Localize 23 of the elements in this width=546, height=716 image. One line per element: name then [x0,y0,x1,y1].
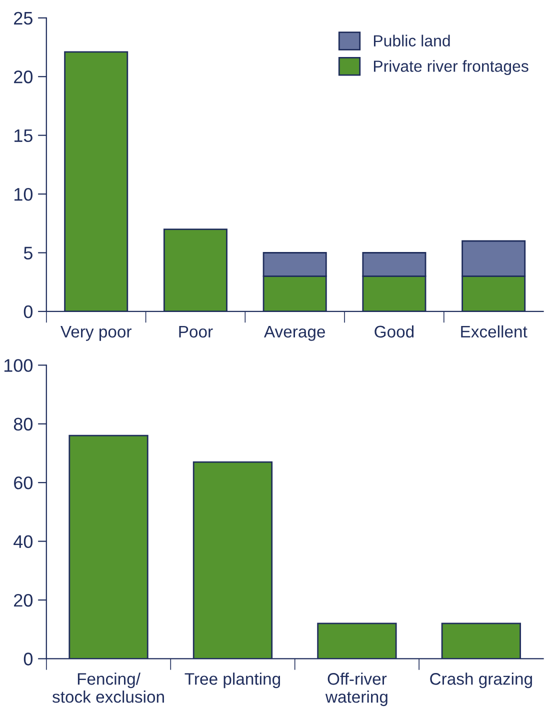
y-tick-label: 60 [14,476,33,490]
x-tick-label: Fencing/ stock exclusion [52,672,164,703]
x-tick-label: Off-river watering [325,672,388,706]
y-tick-label: 80 [14,418,33,431]
x-tick-label: Excellent [461,325,528,338]
x-tick-label: Average [264,326,325,341]
y-tick-label: 0 [24,305,33,318]
x-tick-label: Good [374,325,414,338]
y-tick-label: 25 [14,12,32,25]
y-tick-label: 40 [14,535,33,548]
y-tick-label: 5 [24,246,32,260]
legend-label: Private river frontages [374,60,528,76]
y-tick-label: 15 [14,129,32,142]
x-tick-label: Crash grazing [430,672,532,688]
x-tick-label: Tree planting [184,672,280,688]
y-tick-label: 20 [14,594,33,607]
legend-label: Public land [374,34,450,46]
y-tick-label: 0 [24,652,33,666]
y-tick-label: 100 [4,359,33,372]
y-tick-label: 20 [14,70,33,84]
x-tick-label: Poor [179,326,213,338]
y-tick-label: 10 [14,188,33,201]
x-tick-label: Very poor [60,326,132,341]
